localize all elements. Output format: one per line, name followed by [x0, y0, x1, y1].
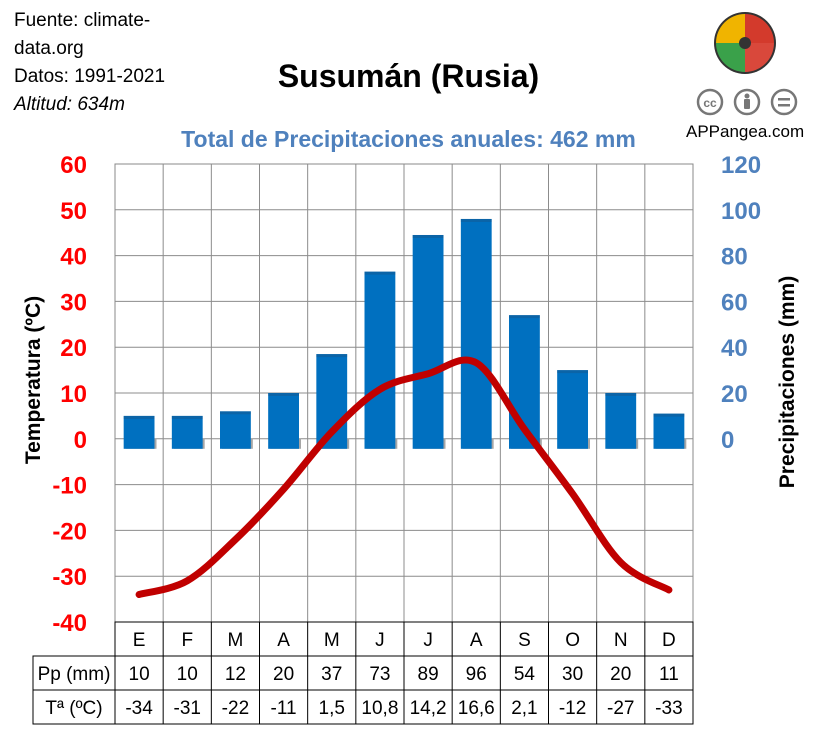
- left-tick-label: -20: [52, 518, 87, 545]
- precipitation-bar: [412, 234, 444, 449]
- precipitation-bar: [364, 271, 396, 449]
- temperature-value: 14,2: [410, 698, 447, 719]
- precipitation-bar: [653, 413, 685, 449]
- chart-title: Susumán (Rusia): [0, 58, 817, 95]
- precipitation-bar: [268, 393, 299, 449]
- precipitation-value: 20: [610, 664, 631, 685]
- temperature-value: -22: [222, 698, 249, 719]
- altitude: Altitud: 634m: [14, 94, 125, 115]
- precipitation-value: 10: [177, 664, 198, 685]
- temperature-value: 16,6: [458, 698, 495, 719]
- right-tick-label: 40: [721, 335, 748, 362]
- precipitation-bar: [123, 415, 155, 449]
- month-label: F: [181, 630, 193, 651]
- month-label: S: [518, 630, 531, 651]
- appangea-logo-icon: [714, 12, 776, 74]
- temperature-value: -34: [125, 698, 153, 719]
- right-tick-label: 20: [721, 381, 748, 408]
- precipitation-value: 30: [562, 664, 583, 685]
- svg-text:cc: cc: [703, 96, 717, 110]
- temperature-value: 10,8: [361, 698, 398, 719]
- bar-top-edge: [460, 218, 492, 222]
- temperature-value: -27: [607, 698, 634, 719]
- temperature-value: -33: [655, 698, 682, 719]
- precipitation-value: 73: [369, 664, 390, 685]
- bar-top-edge: [412, 234, 444, 238]
- temperature-value: 2,1: [511, 698, 537, 719]
- month-label: A: [277, 630, 290, 651]
- source-line-2: data.org: [14, 38, 84, 59]
- chart-title-text: Susumán (Rusia): [277, 58, 540, 94]
- precipitation-bar: [557, 370, 588, 449]
- bar-top-edge: [220, 411, 251, 415]
- precipitation-value: 89: [418, 664, 439, 685]
- precipitation-bar: [171, 415, 203, 449]
- data-period: Datos: 1991-2021: [14, 66, 166, 87]
- temperature-value: -12: [559, 698, 586, 719]
- bar-top-edge: [123, 415, 155, 419]
- temperature-value: 1,5: [319, 698, 345, 719]
- bar-top-edge: [605, 393, 637, 396]
- left-tick-label: 40: [60, 244, 87, 271]
- temperature-value: -31: [174, 698, 201, 719]
- precipitation-value: 20: [273, 664, 294, 685]
- precipitation-bar: [605, 393, 637, 449]
- chart-subtitle: Total de Precipitaciones anuales: 462 mm: [181, 126, 636, 152]
- brand-label: APPangea.com: [686, 122, 805, 141]
- temperature-value: -11: [271, 698, 297, 719]
- cc-icon: cc: [696, 88, 724, 116]
- source-line-1: Fuente: climate-: [14, 10, 151, 31]
- bar-top-edge: [316, 354, 348, 358]
- bar-top-edge: [509, 315, 540, 319]
- left-tick-label: -40: [52, 610, 87, 637]
- bar-top-edge: [653, 413, 685, 417]
- left-tick-label: -10: [52, 473, 87, 500]
- month-label: O: [565, 630, 580, 651]
- precipitation-value: 11: [659, 664, 679, 685]
- equals-icon: [770, 88, 798, 116]
- precipitation-value: 96: [466, 664, 487, 685]
- month-label: A: [470, 630, 483, 651]
- month-label: E: [133, 630, 146, 651]
- bar-top-edge: [557, 370, 588, 374]
- month-label: M: [228, 630, 244, 651]
- row-label-precipitation: Pp (mm): [38, 664, 111, 685]
- month-label: N: [614, 630, 628, 651]
- right-tick-label: 60: [721, 289, 748, 316]
- bar-top-edge: [364, 271, 396, 275]
- month-label: M: [324, 630, 340, 651]
- left-tick-label: 10: [60, 381, 87, 408]
- left-tick-label: 60: [60, 152, 87, 179]
- right-tick-label: 100: [721, 198, 761, 225]
- precipitation-value: 10: [129, 664, 150, 685]
- row-label-temperature: Tª (ºC): [45, 698, 102, 719]
- left-tick-label: 30: [60, 289, 87, 316]
- left-tick-label: 50: [60, 198, 87, 225]
- precipitation-value: 12: [225, 664, 246, 685]
- month-label: J: [375, 630, 385, 651]
- right-tick-label: 80: [721, 244, 748, 271]
- by-person-icon: [733, 88, 761, 116]
- month-label: D: [662, 630, 676, 651]
- bar-top-edge: [268, 393, 299, 396]
- left-tick-label: 0: [74, 427, 87, 454]
- left-tick-label: 20: [60, 335, 87, 362]
- right-tick-label: 120: [721, 152, 761, 179]
- bar-top-edge: [171, 415, 203, 419]
- precipitation-bar: [460, 218, 492, 449]
- precipitation-bar: [220, 411, 251, 449]
- right-tick-label: 0: [721, 427, 734, 454]
- license-icons: cc: [696, 88, 798, 116]
- left-tick-label: -30: [52, 564, 87, 591]
- precipitation-value: 37: [321, 664, 342, 685]
- precipitation-value: 54: [514, 664, 536, 685]
- month-label: J: [423, 630, 433, 651]
